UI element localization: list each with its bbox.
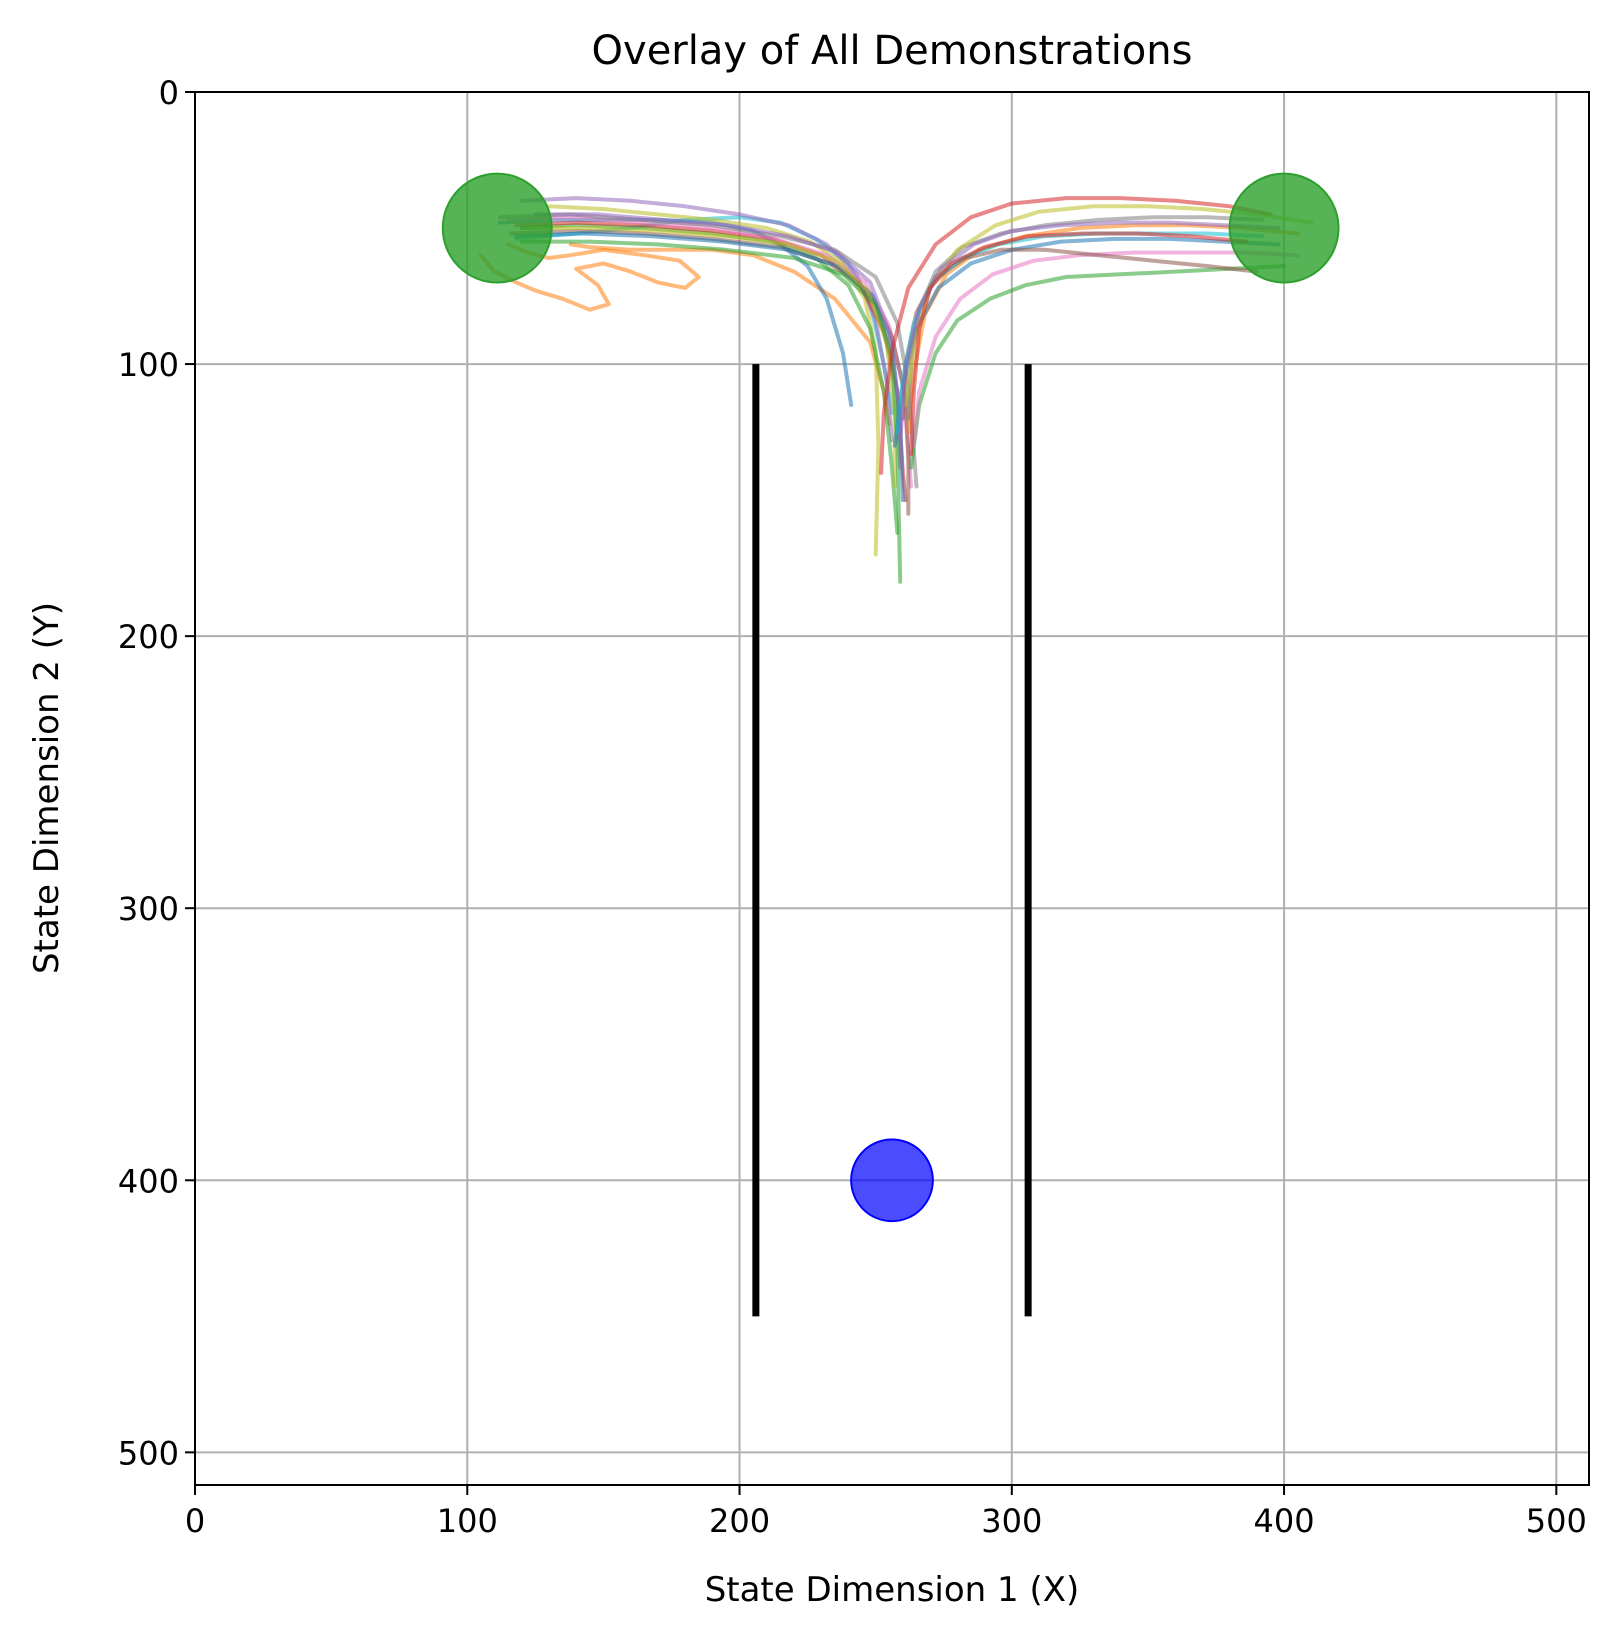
marker-circle bbox=[850, 1138, 934, 1223]
y-tick-label: 200 bbox=[118, 618, 179, 656]
x-axis-label: State Dimension 1 (X) bbox=[705, 1570, 1080, 1610]
x-tick-label: 0 bbox=[185, 1502, 205, 1540]
trajectory-line bbox=[909, 231, 1248, 456]
markers bbox=[441, 172, 1340, 1223]
trajectory-line bbox=[911, 250, 1300, 448]
marker-circle bbox=[441, 172, 553, 284]
trajectory-line bbox=[525, 226, 897, 489]
y-tick-label: 500 bbox=[118, 1434, 179, 1472]
trajectory-line bbox=[519, 239, 903, 584]
chart-title: Overlay of All Demonstrations bbox=[592, 28, 1193, 74]
y-axis-label: State Dimension 2 (Y) bbox=[27, 602, 67, 974]
trajectory-line bbox=[478, 242, 701, 312]
x-tick-label: 200 bbox=[709, 1502, 770, 1540]
plot-frame bbox=[194, 91, 1590, 1486]
x-tick-label: 500 bbox=[1526, 1502, 1587, 1540]
trajectory-series bbox=[478, 196, 1314, 584]
y-tick-label: 0 bbox=[159, 74, 179, 112]
x-tick-label: 100 bbox=[437, 1502, 498, 1540]
x-tick-label: 400 bbox=[1254, 1502, 1315, 1540]
y-tick-label: 100 bbox=[118, 346, 179, 384]
marker-circle bbox=[1228, 172, 1340, 284]
trajectory-line bbox=[519, 196, 894, 443]
trajectory-line bbox=[879, 196, 1273, 475]
trajectory-line bbox=[898, 220, 1281, 443]
x-tick-label: 300 bbox=[981, 1502, 1042, 1540]
trajectory-line bbox=[909, 264, 1287, 470]
walls bbox=[752, 364, 1032, 1317]
y-tick-label: 300 bbox=[118, 890, 179, 928]
y-tick-label: 400 bbox=[118, 1162, 179, 1200]
